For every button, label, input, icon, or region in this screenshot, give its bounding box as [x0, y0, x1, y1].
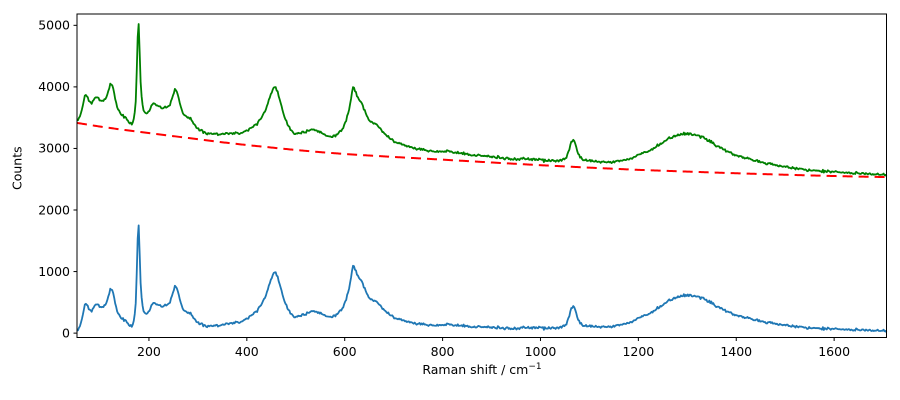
axes-frame — [76, 13, 887, 338]
y-axis-label-text: Counts — [9, 146, 25, 190]
y-tick-label: 1000 — [38, 264, 70, 279]
y-tick-label: 5000 — [38, 18, 70, 33]
x-tick-label: 1600 — [818, 344, 850, 359]
x-axis-label-superscript: −1 — [528, 362, 542, 372]
curves-group — [76, 23, 888, 333]
x-tick-label: 1400 — [720, 344, 752, 359]
x-tick-label: 200 — [137, 344, 161, 359]
x-tick-label: 1000 — [525, 344, 557, 359]
x-tick-label: 1200 — [622, 344, 654, 359]
x-tick-label: 800 — [431, 344, 455, 359]
x-axis-label: Raman shift / cm−1 — [77, 362, 887, 377]
y-tick-label: 2000 — [38, 202, 70, 217]
x-tick-label: 400 — [235, 344, 259, 359]
y-tick-label: 4000 — [38, 79, 70, 94]
x-tick-label: 600 — [333, 344, 357, 359]
corrected-spectrum-line — [76, 224, 888, 333]
baseline-line — [76, 121, 887, 179]
y-axis-label: Counts — [10, 146, 25, 190]
y-tick-label: 0 — [62, 325, 70, 340]
raw-spectrum-line — [76, 23, 888, 177]
y-tick-label: 3000 — [38, 141, 70, 156]
x-axis-label-text: Raman shift / cm — [422, 362, 529, 378]
